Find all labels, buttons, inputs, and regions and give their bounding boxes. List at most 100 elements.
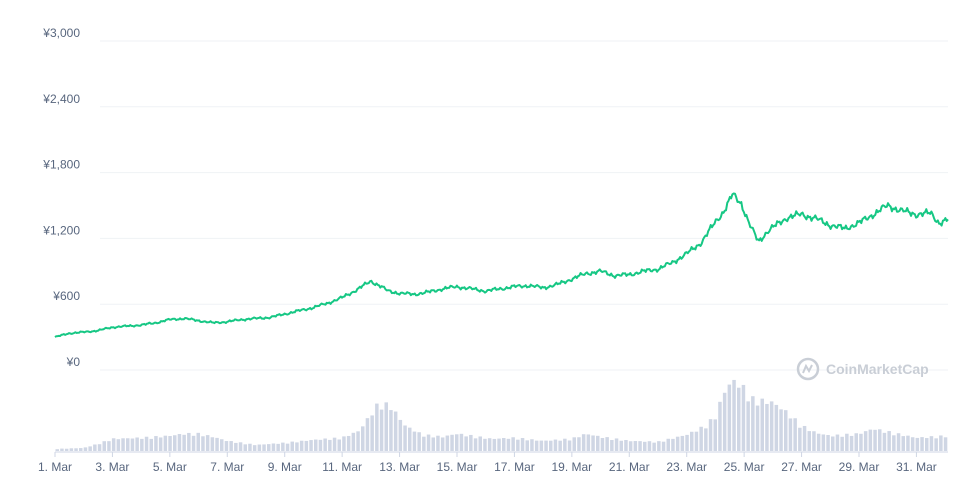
volume-bar: [168, 436, 172, 451]
volume-bar: [760, 398, 764, 451]
x-tick-label: 3. Mar: [95, 460, 129, 474]
volume-bar: [97, 444, 102, 451]
volume-bar: [831, 436, 835, 451]
volume-bar: [361, 426, 365, 451]
volume-bar: [666, 438, 670, 451]
volume-bar: [868, 429, 873, 451]
volume-bar: [845, 433, 849, 451]
price-line: [54, 192, 949, 338]
volume-bar: [154, 436, 158, 451]
volume-bar: [126, 438, 130, 451]
volume-bar: [821, 434, 826, 451]
volume-bar: [323, 438, 327, 451]
volume-bar: [788, 418, 793, 451]
volume-bar: [215, 437, 219, 451]
volume-bar: [285, 443, 290, 451]
volume-bar: [840, 436, 844, 451]
volume-bar: [436, 435, 440, 451]
volume-bar: [549, 440, 553, 451]
volume-bar: [699, 426, 703, 451]
x-tick-label: 13. Mar: [379, 460, 420, 474]
volume-bar: [332, 437, 337, 451]
volume-bar: [769, 401, 774, 451]
volume-bar: [492, 438, 497, 451]
volume-bars: [55, 379, 948, 451]
volume-bar: [408, 427, 412, 451]
volume-bar: [365, 418, 370, 451]
volume-bar: [577, 437, 581, 451]
coinmarketcap-logo-icon: [796, 357, 820, 381]
volume-bar: [713, 419, 717, 451]
volume-bar: [191, 435, 196, 451]
x-tick-label: 7. Mar: [210, 460, 244, 474]
volume-bar: [798, 427, 802, 451]
volume-bar: [445, 435, 450, 451]
volume-bar: [816, 433, 821, 451]
volume-bar: [79, 448, 83, 451]
volume-bar: [497, 438, 501, 451]
x-tick-label: 9. Mar: [268, 460, 302, 474]
volume-bar: [812, 431, 816, 451]
volume-bar: [55, 449, 59, 451]
volume-bar: [257, 444, 262, 451]
volume-bar: [69, 448, 74, 451]
volume-bar: [417, 432, 421, 451]
volume-bar: [144, 436, 149, 451]
y-tick-label: ¥1,200: [42, 223, 80, 237]
volume-bar: [596, 435, 600, 451]
volume-bar: [934, 438, 938, 451]
volume-bar: [925, 438, 929, 451]
volume-bar: [187, 432, 191, 451]
volume-bar: [196, 432, 200, 451]
volume-bar: [539, 440, 544, 451]
x-tick-label: 5. Mar: [153, 460, 187, 474]
volume-bar: [751, 396, 755, 451]
volume-bar: [502, 438, 506, 451]
price-series: [54, 192, 949, 338]
volume-bar: [567, 440, 572, 451]
x-axis: 1. Mar 3. Mar 5. Mar 7. Mar 9. Mar 11. Mar 13.…: [38, 451, 948, 474]
volume-bar: [290, 441, 294, 451]
volume-bar: [619, 440, 623, 451]
volume-bar: [328, 439, 332, 451]
volume-bar: [426, 434, 431, 451]
x-tick-label: 31. Mar: [896, 460, 937, 474]
volume-bar: [779, 409, 783, 451]
volume-bar: [690, 431, 694, 451]
y-tick-label: ¥0: [66, 355, 81, 369]
volume-bar: [708, 419, 713, 451]
volume-bar: [158, 437, 163, 451]
volume-bar: [173, 435, 177, 451]
volume-bar: [525, 440, 529, 451]
volume-bar: [205, 435, 210, 451]
volume-bar: [863, 431, 868, 451]
volume-bar: [243, 444, 247, 451]
y-tick-label: ¥3,000: [42, 26, 80, 40]
volume-bar: [309, 440, 313, 451]
volume-bar: [379, 409, 384, 451]
volume-bar: [135, 437, 139, 451]
volume-bar: [431, 437, 435, 451]
volume-bar: [765, 403, 769, 451]
volume-bar: [859, 433, 863, 451]
volume-bar: [849, 435, 854, 451]
volume-bar: [718, 401, 722, 451]
volume-bar: [586, 434, 591, 451]
volume-bar: [591, 435, 595, 451]
volume-bar: [220, 439, 224, 451]
volume-bar: [657, 441, 661, 451]
volume-bar: [83, 447, 88, 451]
volume-bar: [943, 437, 948, 451]
volume-bar: [675, 436, 680, 451]
volume-bar: [624, 440, 628, 451]
volume-bar: [88, 446, 92, 451]
x-tick-label: 21. Mar: [609, 460, 650, 474]
volume-bar: [680, 435, 685, 451]
volume-bar: [835, 434, 840, 451]
volume-bar: [511, 437, 515, 451]
volume-bar: [384, 402, 388, 451]
volume-bar: [854, 433, 858, 451]
volume-bar: [807, 431, 811, 451]
volume-bar: [784, 410, 788, 451]
volume-bar: [920, 437, 924, 451]
